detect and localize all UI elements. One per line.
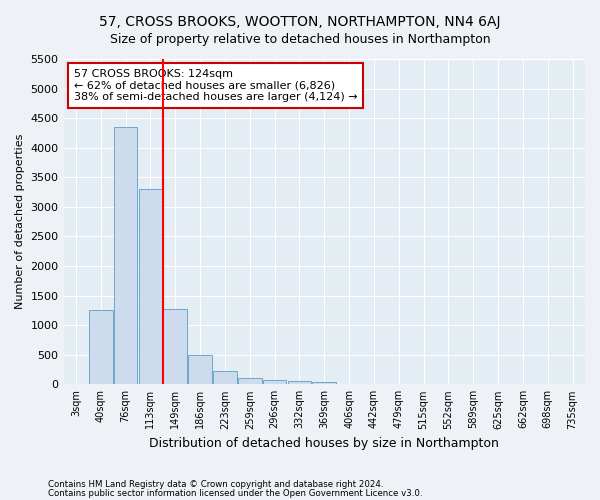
Bar xyxy=(163,309,187,384)
Bar xyxy=(213,372,237,384)
Bar xyxy=(287,381,311,384)
Text: 57, CROSS BROOKS, WOOTTON, NORTHAMPTON, NN4 6AJ: 57, CROSS BROOKS, WOOTTON, NORTHAMPTON, … xyxy=(99,15,501,29)
Text: Contains public sector information licensed under the Open Government Licence v3: Contains public sector information licen… xyxy=(48,489,422,498)
Y-axis label: Number of detached properties: Number of detached properties xyxy=(15,134,25,310)
Text: Contains HM Land Registry data © Crown copyright and database right 2024.: Contains HM Land Registry data © Crown c… xyxy=(48,480,383,489)
Bar xyxy=(139,189,162,384)
Bar xyxy=(238,378,262,384)
X-axis label: Distribution of detached houses by size in Northampton: Distribution of detached houses by size … xyxy=(149,437,499,450)
Bar xyxy=(114,127,137,384)
Text: 57 CROSS BROOKS: 124sqm
← 62% of detached houses are smaller (6,826)
38% of semi: 57 CROSS BROOKS: 124sqm ← 62% of detache… xyxy=(74,69,358,102)
Text: Size of property relative to detached houses in Northampton: Size of property relative to detached ho… xyxy=(110,32,490,46)
Bar xyxy=(313,382,336,384)
Bar xyxy=(188,356,212,384)
Bar xyxy=(89,310,113,384)
Bar xyxy=(263,380,286,384)
